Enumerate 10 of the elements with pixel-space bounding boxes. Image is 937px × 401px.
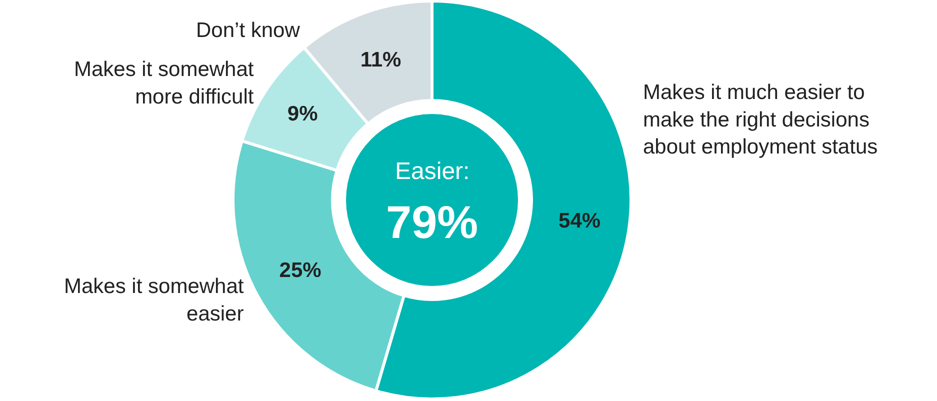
slice-label: Makes it much easier to make the right decisions about employment status — [643, 81, 878, 159]
data-label: 25% — [279, 258, 322, 282]
slice-label: Don’t know — [196, 19, 301, 42]
data-label: 9% — [287, 102, 318, 126]
data-label: 54% — [558, 210, 601, 233]
text: Easier: — [395, 158, 470, 185]
slice-label: Makes it somewhat more difficult — [74, 58, 254, 108]
slice-label: Makes it somewhat easier — [64, 275, 244, 326]
text: 79% — [386, 196, 478, 248]
data-label: 11% — [360, 48, 402, 72]
